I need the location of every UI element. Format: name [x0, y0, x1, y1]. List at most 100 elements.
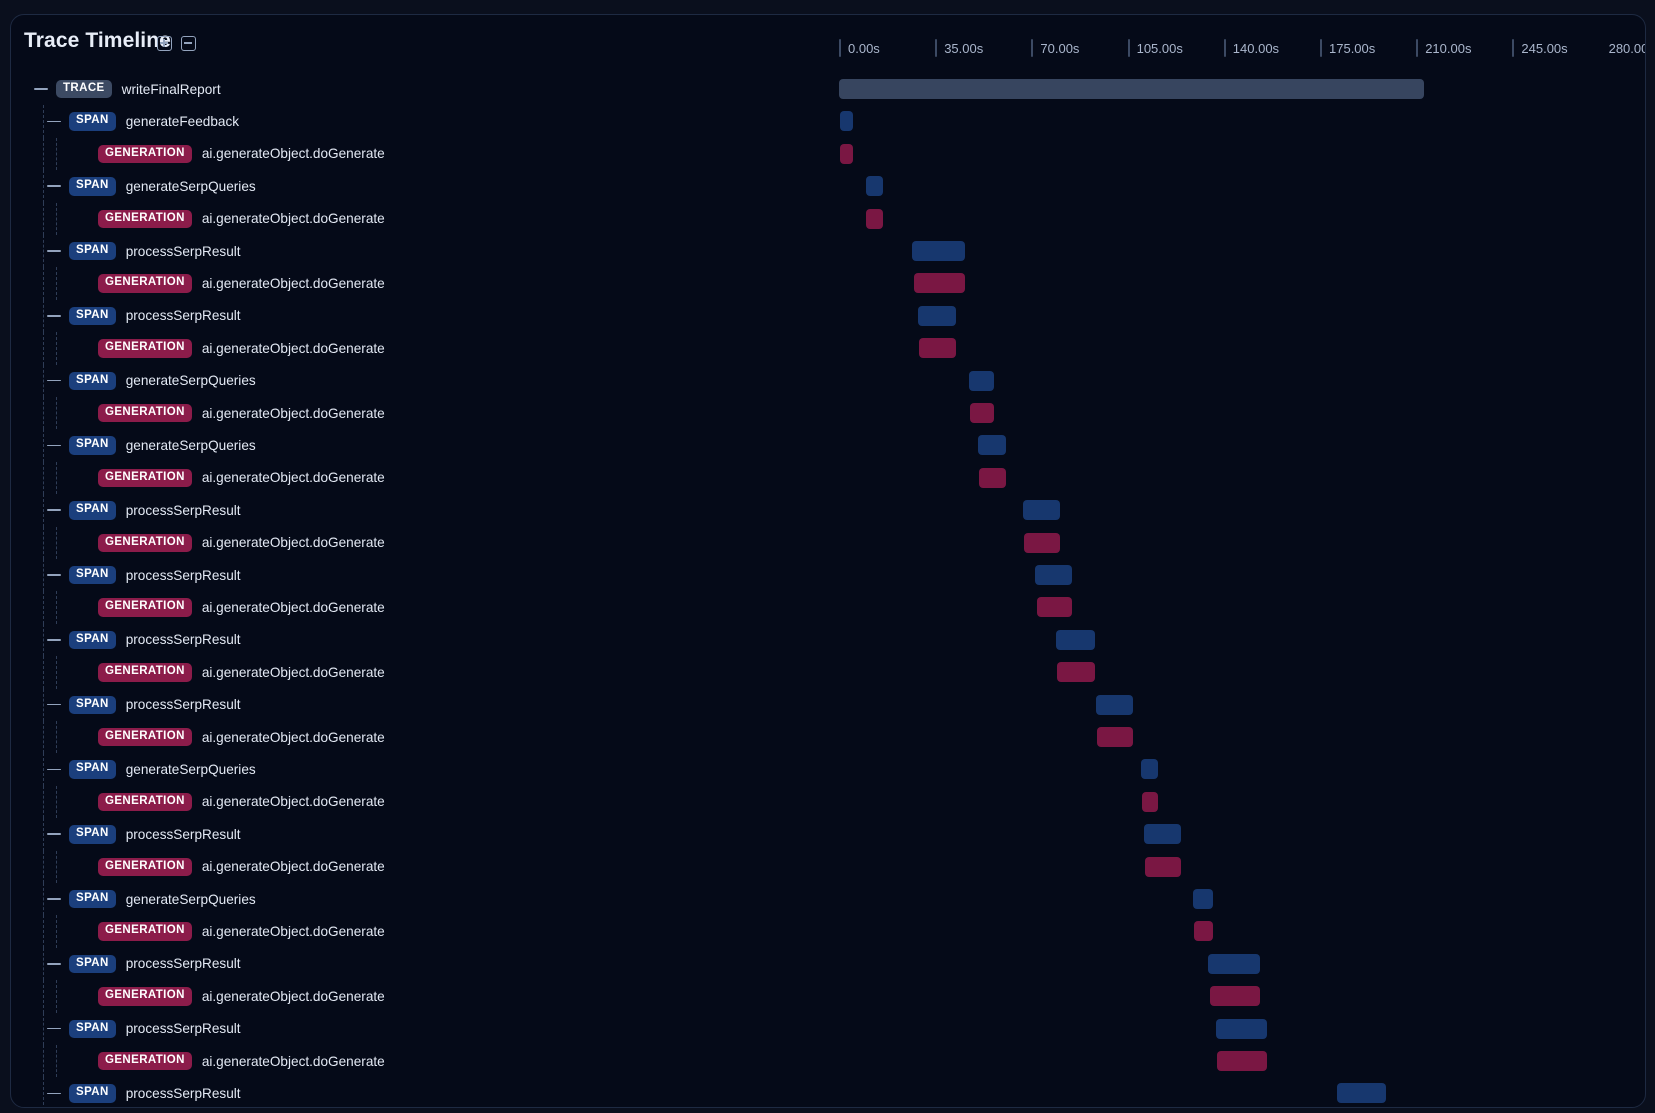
timeline-bar[interactable]: [1035, 565, 1073, 585]
timeline-bar[interactable]: [840, 143, 853, 164]
row-label-group[interactable]: GENERATION ai.generateObject.doGenerate: [76, 851, 385, 883]
timeline-row[interactable]: SPAN generateSerpQueries: [11, 753, 1645, 786]
row-label-group[interactable]: SPAN processSerpResult: [47, 1077, 241, 1107]
row-label-group[interactable]: SPAN processSerpResult: [47, 948, 241, 980]
timeline-row[interactable]: SPAN processSerpResult: [11, 818, 1645, 851]
timeline-bar[interactable]: [1194, 921, 1214, 942]
row-label-group[interactable]: SPAN generateSerpQueries: [47, 753, 256, 785]
collapse-row-icon[interactable]: [47, 633, 61, 647]
timeline-row[interactable]: SPAN processSerpResult: [11, 688, 1645, 721]
timeline-bar[interactable]: [1142, 791, 1158, 812]
timeline-row[interactable]: GENERATION ai.generateObject.doGenerate: [11, 137, 1645, 171]
timeline-bar[interactable]: [912, 241, 966, 261]
row-label-group[interactable]: SPAN generateFeedback: [47, 105, 239, 137]
timeline-bar[interactable]: [1208, 953, 1260, 974]
collapse-row-icon[interactable]: [47, 374, 61, 388]
row-label-group[interactable]: SPAN generateSerpQueries: [47, 365, 256, 397]
row-label-group[interactable]: TRACE writeFinalReport: [34, 73, 221, 105]
timeline-row[interactable]: SPAN processSerpResult: [11, 1077, 1645, 1107]
timeline-bar[interactable]: [1209, 986, 1260, 1007]
row-label-group[interactable]: GENERATION ai.generateObject.doGenerate: [76, 980, 385, 1012]
timeline-row[interactable]: GENERATION ai.generateObject.doGenerate: [11, 267, 1645, 300]
collapse-row-icon[interactable]: [47, 244, 61, 258]
timeline-bar[interactable]: [1036, 597, 1073, 618]
timeline-row[interactable]: SPAN generateSerpQueries: [11, 429, 1645, 462]
row-label-group[interactable]: GENERATION ai.generateObject.doGenerate: [76, 462, 385, 494]
timeline-bar[interactable]: [1215, 1018, 1267, 1039]
timeline-row[interactable]: GENERATION ai.generateObject.doGenerate: [11, 980, 1645, 1013]
timeline-row[interactable]: GENERATION ai.generateObject.doGenerate: [11, 721, 1645, 754]
collapse-row-icon[interactable]: [47, 309, 61, 323]
row-label-group[interactable]: SPAN processSerpResult: [47, 624, 241, 656]
collapse-row-icon[interactable]: [47, 892, 61, 906]
timeline-row[interactable]: SPAN processSerpResult: [11, 623, 1645, 657]
timeline-bar[interactable]: [918, 338, 956, 359]
row-label-group[interactable]: GENERATION ai.generateObject.doGenerate: [76, 332, 385, 364]
collapse-row-icon[interactable]: [47, 503, 61, 517]
timeline-bar[interactable]: [914, 273, 966, 294]
collapse-row-icon[interactable]: [47, 568, 61, 582]
timeline-bar[interactable]: [1097, 727, 1134, 747]
timeline-row[interactable]: GENERATION ai.generateObject.doGenerate: [11, 850, 1645, 883]
timeline-row[interactable]: GENERATION ai.generateObject.doGenerate: [11, 397, 1645, 430]
row-label-group[interactable]: SPAN processSerpResult: [47, 818, 241, 850]
row-label-group[interactable]: GENERATION ai.generateObject.doGenerate: [76, 397, 385, 429]
timeline-row[interactable]: SPAN generateFeedback: [11, 105, 1645, 138]
timeline-bar[interactable]: [1145, 856, 1182, 877]
row-label-group[interactable]: SPAN processSerpResult: [47, 1013, 241, 1045]
timeline-bar[interactable]: [917, 305, 956, 326]
row-label-group[interactable]: GENERATION ai.generateObject.doGenerate: [76, 721, 385, 753]
timeline-bar[interactable]: [1193, 889, 1214, 909]
collapse-all-icon[interactable]: [181, 36, 196, 51]
collapse-row-icon[interactable]: [47, 179, 61, 193]
row-label-group[interactable]: SPAN processSerpResult: [47, 559, 241, 591]
timeline-bar[interactable]: [1337, 1083, 1386, 1104]
row-label-group[interactable]: SPAN processSerpResult: [47, 300, 241, 332]
timeline-bar[interactable]: [866, 208, 883, 229]
timeline-bar[interactable]: [979, 467, 1006, 488]
timeline-row[interactable]: GENERATION ai.generateObject.doGenerate: [11, 785, 1645, 819]
timeline-bar[interactable]: [839, 79, 1425, 99]
timeline-row[interactable]: GENERATION ai.generateObject.doGenerate: [11, 591, 1645, 624]
collapse-row-icon[interactable]: [47, 698, 61, 712]
row-label-group[interactable]: SPAN processSerpResult: [47, 235, 241, 267]
timeline-bar[interactable]: [977, 435, 1006, 456]
timeline-row[interactable]: SPAN processSerpResult: [11, 235, 1645, 268]
timeline-bar[interactable]: [866, 176, 883, 197]
expand-all-icon[interactable]: [157, 36, 172, 51]
timeline-row[interactable]: GENERATION ai.generateObject.doGenerate: [11, 1045, 1645, 1078]
row-label-group[interactable]: GENERATION ai.generateObject.doGenerate: [76, 591, 385, 623]
row-label-group[interactable]: SPAN generateSerpQueries: [47, 429, 256, 461]
timeline-row[interactable]: SPAN processSerpResult: [11, 494, 1645, 527]
timeline-bar[interactable]: [1141, 759, 1158, 780]
timeline-bar[interactable]: [1024, 532, 1061, 553]
timeline-bar[interactable]: [839, 111, 853, 132]
row-label-group[interactable]: GENERATION ai.generateObject.doGenerate: [76, 1045, 385, 1077]
timeline-row[interactable]: SPAN processSerpResult: [11, 299, 1645, 333]
collapse-row-icon[interactable]: [47, 827, 61, 841]
timeline-row[interactable]: SPAN generateSerpQueries: [11, 883, 1645, 916]
timeline-row[interactable]: TRACE writeFinalReport: [11, 73, 1645, 105]
row-label-group[interactable]: SPAN processSerpResult: [47, 689, 241, 721]
row-label-group[interactable]: SPAN processSerpResult: [47, 494, 241, 526]
timeline-row[interactable]: SPAN processSerpResult: [11, 1012, 1645, 1045]
collapse-row-icon[interactable]: [47, 957, 61, 971]
timeline-bar[interactable]: [1144, 824, 1182, 845]
timeline-row[interactable]: SPAN processSerpResult: [11, 947, 1645, 981]
timeline-row[interactable]: GENERATION ai.generateObject.doGenerate: [11, 461, 1645, 495]
row-label-group[interactable]: GENERATION ai.generateObject.doGenerate: [76, 203, 385, 235]
timeline-row[interactable]: GENERATION ai.generateObject.doGenerate: [11, 915, 1645, 948]
collapse-row-icon[interactable]: [47, 439, 61, 453]
collapse-row-icon[interactable]: [47, 115, 61, 129]
row-label-group[interactable]: GENERATION ai.generateObject.doGenerate: [76, 915, 385, 947]
timeline-row[interactable]: SPAN processSerpResult: [11, 559, 1645, 592]
collapse-row-icon[interactable]: [34, 82, 48, 96]
collapse-row-icon[interactable]: [47, 763, 61, 777]
timeline-row[interactable]: GENERATION ai.generateObject.doGenerate: [11, 526, 1645, 559]
timeline-row[interactable]: SPAN generateSerpQueries: [11, 364, 1645, 397]
timeline-bar[interactable]: [1057, 662, 1095, 683]
timeline-bar[interactable]: [1095, 694, 1134, 715]
timeline-row[interactable]: SPAN generateSerpQueries: [11, 170, 1645, 203]
timeline-row[interactable]: GENERATION ai.generateObject.doGenerate: [11, 202, 1645, 235]
collapse-row-icon[interactable]: [47, 1022, 61, 1036]
